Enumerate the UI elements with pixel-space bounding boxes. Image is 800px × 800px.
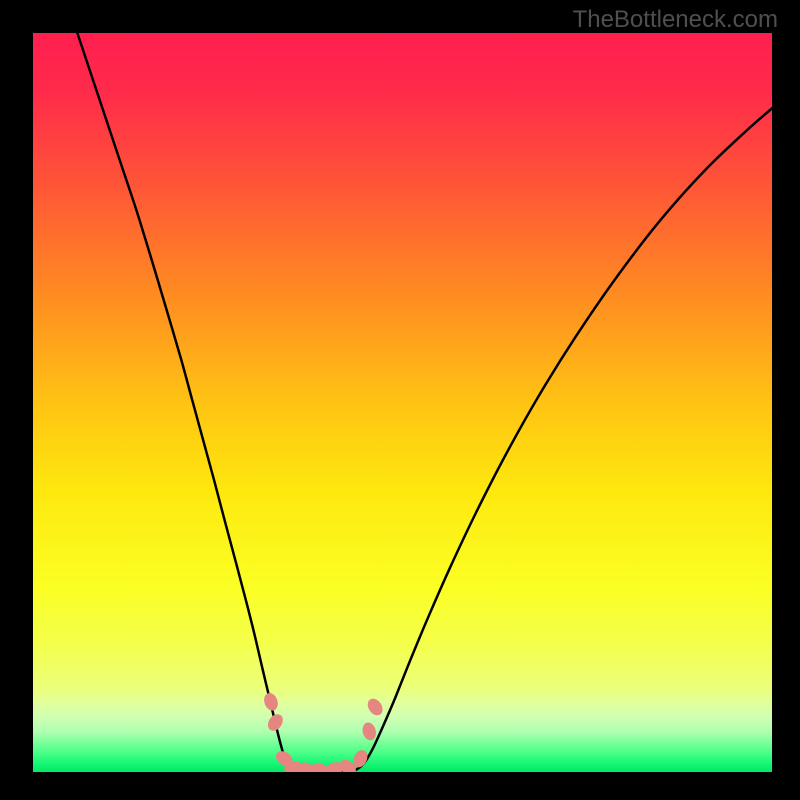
plot-area	[33, 33, 772, 772]
valley-markers-0	[262, 691, 280, 712]
valley-markers-9	[361, 721, 378, 742]
valley-markers-1	[265, 711, 286, 733]
chart-canvas: TheBottleneck.com	[0, 0, 800, 800]
watermark-text: TheBottleneck.com	[573, 6, 778, 34]
left-valley-curve	[77, 33, 772, 772]
valley-markers-10	[365, 696, 386, 718]
chart-svg-layer	[33, 33, 772, 772]
